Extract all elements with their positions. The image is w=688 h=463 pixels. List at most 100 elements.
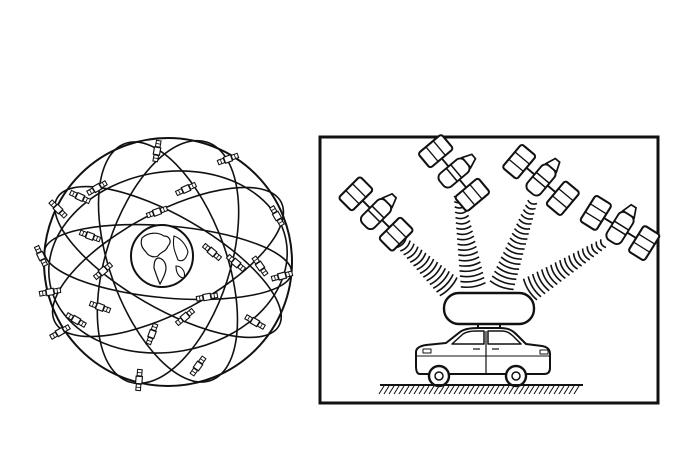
orbit-ring (97, 141, 239, 383)
satellite-icon (145, 204, 169, 220)
signal-wave-arc (516, 223, 531, 230)
signal-wave-arc (419, 258, 435, 275)
signal-wave-arc (400, 240, 411, 252)
signal-wave-arc (513, 228, 529, 235)
signal-wave-arc (500, 256, 521, 266)
satellite-icon (174, 181, 198, 197)
ground-hatch (533, 385, 540, 395)
ground-hatch (378, 385, 385, 395)
signal-wave-arc (489, 280, 514, 291)
ground-hatch (498, 385, 505, 395)
signal-wave-arc (572, 253, 583, 267)
ground-hatch (393, 385, 400, 395)
satellite-icon (250, 255, 270, 277)
signal-wave-arc (577, 250, 587, 264)
signal-wave-arc (496, 265, 518, 276)
satellite-icon (47, 198, 69, 220)
signal-wave-arc (550, 264, 562, 283)
signal-wave-arc (518, 218, 532, 225)
signal-wave-arc (436, 274, 454, 293)
signal-wave-arc (491, 275, 516, 286)
ground-hatch (538, 385, 545, 395)
signal-wave-arc (459, 266, 483, 273)
ground-hatch (563, 385, 570, 395)
signal-wave-arc (520, 213, 534, 220)
signal-wave-arc (426, 264, 443, 282)
ground-hatch (513, 385, 520, 395)
orbit-rings (43, 139, 293, 385)
signal-wave-arc (522, 209, 535, 215)
ground-hatch (433, 385, 440, 395)
globe-icon (130, 224, 194, 288)
satellite-icon (88, 299, 112, 315)
signal-wave-arc (455, 219, 471, 225)
signal-wave-arc (507, 242, 525, 250)
signal-wave-arc (456, 225, 472, 230)
signal-wave-arc (432, 270, 450, 290)
satellite-icon (151, 139, 163, 163)
satellite-icon (134, 368, 144, 392)
ground-hatch (468, 385, 475, 395)
constellation-globe (33, 137, 294, 392)
car-icon (415, 327, 551, 388)
ground-hatch (458, 385, 465, 395)
signal-wave-arc (527, 199, 538, 205)
ground-hatch (398, 385, 405, 395)
signal-wave-arc (511, 232, 528, 240)
ground-hatch (403, 385, 410, 395)
signal-wave-arc (409, 249, 423, 263)
ground-hatch (508, 385, 515, 395)
satellite-icon (38, 286, 62, 298)
signal-wave-arc (590, 243, 599, 255)
signal-wave-arc (403, 243, 415, 256)
satellite-icon (174, 307, 196, 327)
signal-wave-arc (522, 278, 538, 301)
ground-hatch (408, 385, 415, 395)
ground-hatch (473, 385, 480, 395)
signal-wave-arc (599, 239, 607, 249)
ground-hatch (568, 385, 575, 395)
signal-wave-arc (460, 276, 485, 283)
ground-hatch (488, 385, 495, 395)
signal-wave-arc (416, 255, 431, 271)
signal-wave-arc (457, 240, 476, 246)
orbit-ring (51, 186, 285, 338)
ground-hatch (438, 385, 445, 395)
satellite-icon (201, 242, 223, 262)
signal-wave-arc (458, 256, 480, 262)
signal-wave-arc (439, 277, 458, 297)
signal-wave-arc (505, 247, 524, 255)
signal-wave-arc (554, 262, 566, 280)
ground-hatch (553, 385, 560, 395)
signal-wave-arc (458, 261, 481, 267)
ground-hatch (443, 385, 450, 395)
ground-hatch (423, 385, 430, 395)
ground-hatch (388, 385, 395, 395)
satellite-icon (188, 355, 208, 377)
ground-hatch (528, 385, 535, 395)
signal-wave-arc (531, 273, 546, 295)
ground-hatch (448, 385, 455, 395)
signal-wave-arc (563, 257, 574, 273)
signal-wave-arc (568, 255, 579, 270)
signal-wave-arc (456, 235, 475, 241)
signal-wave-arc (498, 261, 520, 271)
ground-hatch (418, 385, 425, 395)
signal-wave-arc (406, 246, 419, 260)
signal-wave-arc (541, 269, 554, 289)
signal-wave-arc (502, 251, 522, 260)
signal-wave-arc (429, 267, 447, 286)
satellite-icon (78, 228, 102, 244)
orbit-ring (96, 139, 240, 385)
signal-wave-icon (383, 194, 607, 301)
signal-wave-arc (509, 237, 527, 245)
signal-wave-arc (581, 248, 591, 261)
signal-wave-arc (459, 271, 484, 278)
signal-wave-arc (524, 204, 536, 210)
satellite-icon (33, 244, 49, 268)
ground-hatch (383, 385, 390, 395)
signal-wave-arc (460, 281, 486, 289)
ground-hatch (523, 385, 530, 395)
ground-hatch (483, 385, 490, 395)
